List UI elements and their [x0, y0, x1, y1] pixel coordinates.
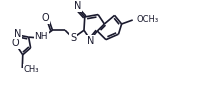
Text: S: S [70, 33, 76, 43]
Text: OCH₃: OCH₃ [137, 16, 159, 25]
Text: N: N [14, 29, 22, 39]
Text: NH: NH [34, 32, 48, 41]
Text: N: N [74, 1, 81, 11]
Text: N: N [86, 36, 94, 46]
Text: CH₃: CH₃ [23, 65, 39, 74]
Text: O: O [42, 13, 49, 23]
Text: O: O [11, 38, 19, 48]
